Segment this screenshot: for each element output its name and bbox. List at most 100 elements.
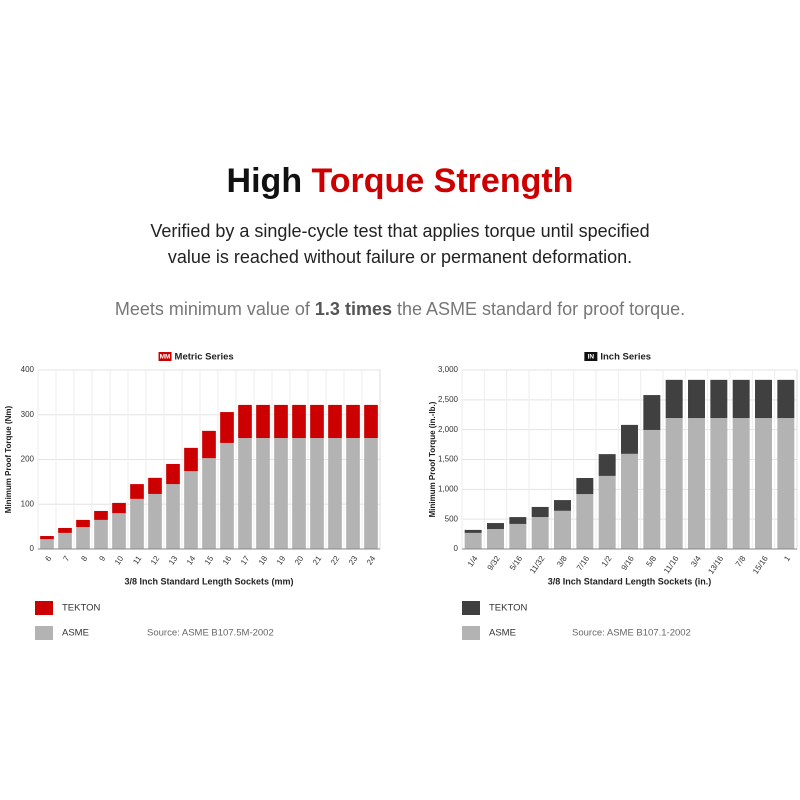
legend-swatch [35,626,53,640]
bar-segment [112,502,126,514]
bar-segment [643,395,661,430]
x-tick-label: 9/32 [486,554,503,572]
bar-segment [464,532,482,549]
x-tick-label: 24 [365,554,378,567]
y-tick-label: 3,000 [438,365,459,374]
y-axis-label: Minimum Proof Torque (Nm) [4,405,13,513]
x-tick-label: 9 [97,554,107,563]
bar-segment [665,418,683,549]
x-tick-label: 1/2 [600,554,614,569]
subtitle-line: value is reached without failure or perm… [168,247,632,267]
bar-segment [238,404,252,439]
bar-segment [364,438,378,549]
x-tick-label: 12 [149,554,162,567]
bar-segment [688,418,705,549]
y-tick-label: 2,500 [438,395,459,404]
headline: High Torque Strength [227,162,574,200]
bar-segment [509,517,527,524]
x-tick-label: 14 [185,554,198,567]
y-tick-label: 2,000 [438,425,459,434]
bar-segment [509,523,527,549]
bar-segment [346,404,360,439]
bar-segment [40,539,54,549]
x-tick-label: 11/16 [662,554,681,576]
x-tick-label: 8 [79,554,89,563]
x-axis-label: 3/8 Inch Standard Length Sockets (in.) [548,576,712,586]
bar-segment [310,438,324,549]
x-axis-label: 3/8 Inch Standard Length Sockets (mm) [124,576,293,586]
badge: IN [588,354,595,361]
badge-bg [158,352,172,361]
x-tick-label: 3/8 [555,554,569,569]
bar-segment [256,404,270,439]
x-tick-label: 13 [167,554,180,567]
x-tick-label: 3/4 [689,554,703,569]
x-tick-label: 7 [61,554,71,563]
x-tick-label: 11 [131,554,143,566]
chart-title: Metric Series [175,352,234,363]
bar-segment [710,418,728,549]
bar-segment [487,529,504,549]
y-tick-label: 500 [445,514,459,523]
x-tick-label: 13/16 [706,554,725,576]
x-tick-label: 15 [203,554,216,567]
bar-segment [598,475,616,549]
bar-segment [292,404,306,439]
bar-segment [643,429,661,549]
note-part: Meets minimum value of [115,299,311,319]
bar-segment [292,438,306,549]
bar-segment [202,430,216,459]
bar-segment [310,404,324,439]
bar-segment [220,442,234,549]
bar-segment [76,519,90,528]
bar-segment [554,500,571,511]
y-tick-label: 0 [454,544,459,553]
y-tick-label: 300 [21,410,35,419]
bar-segment [94,519,108,549]
x-tick-label: 19 [275,554,288,567]
bar-segment [58,532,72,549]
bar-segment [274,404,288,439]
bar-segment [184,471,198,549]
bar-segment [755,418,772,549]
legend-swatch [35,601,53,615]
legend-swatch [462,626,480,640]
badge: MM [160,354,171,361]
bar-segment [777,418,795,549]
bar-segment [130,498,144,549]
note-part: the ASME standard for proof torque. [397,299,685,319]
x-tick-label: 20 [293,554,306,567]
bar-segment [256,438,270,549]
source: Source: ASME B107.1-2002 [572,628,691,639]
x-tick-label: 16 [221,554,234,567]
legend-label: ASME [62,628,89,639]
y-tick-label: 1,000 [438,484,459,493]
legend-label: ASME [489,628,516,639]
bar-segment [621,453,638,549]
bar-segment [710,379,728,419]
x-tick-label: 5/8 [644,554,658,569]
bar-segment [148,493,162,549]
x-tick-label: 6 [43,554,53,563]
bar-segment [576,494,594,549]
bar-segment [576,477,594,495]
legend-swatch [462,601,480,615]
x-tick-label: 5/16 [508,554,525,572]
bar-segment [112,513,126,549]
bar-segment [531,517,549,549]
x-tick-label: 7/16 [575,554,592,572]
bar-segment [487,523,504,530]
note-part: 1.3 times [315,299,392,319]
subtitle-line: Verified by a single-cycle test that app… [150,221,649,241]
headline-part: High [227,162,303,200]
x-tick-label: 9/16 [620,554,637,572]
chart-title: Inch Series [600,352,651,363]
legend-label: TEKTON [62,603,100,614]
x-tick-label: 11/32 [528,554,547,576]
x-tick-label: 1/4 [466,554,480,569]
bar-segment [364,404,378,439]
y-tick-label: 400 [21,365,35,374]
bar-segment [328,438,342,549]
